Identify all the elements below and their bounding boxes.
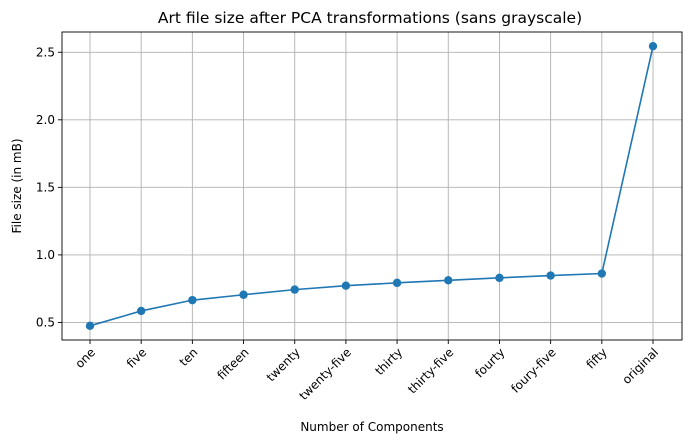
series-layer <box>85 41 658 331</box>
data-point <box>597 269 607 278</box>
data-point <box>239 290 248 299</box>
x-tick-label: fifty <box>584 345 610 371</box>
x-tick-label: five <box>124 345 149 370</box>
data-point <box>392 278 402 288</box>
y-tick-label: 0.5 <box>36 315 55 329</box>
data-point <box>341 281 351 290</box>
y-tick-label: 2.0 <box>36 113 55 127</box>
x-tick-label: thirty <box>372 345 405 378</box>
x-tick-label: fourty <box>472 345 507 380</box>
x-tick-label: ten <box>177 345 201 369</box>
x-tick-label: original <box>620 345 662 387</box>
data-point <box>495 273 504 283</box>
data-point <box>546 271 555 280</box>
series-line <box>89 46 654 327</box>
data-point <box>188 295 197 305</box>
data-point <box>85 321 95 331</box>
y-axis-label: File size (in mB) <box>10 138 24 233</box>
grid <box>62 32 682 340</box>
data-point <box>290 285 299 294</box>
y-tick-label: 1.5 <box>36 180 55 194</box>
x-tick-label: twenty <box>264 345 303 384</box>
data-point <box>648 41 658 51</box>
x-tick-label: fifteen <box>214 345 251 382</box>
x-tick-label: one <box>72 345 98 371</box>
x-axis-label: Number of Components <box>300 420 443 434</box>
chart-title: Art file size after PCA transformations … <box>158 9 582 27</box>
x-tick-label: twenty-five <box>296 345 354 403</box>
y-tick-label: 1.0 <box>36 248 55 262</box>
plot-frame <box>61 31 683 341</box>
x-tick-label: foury-five <box>508 345 558 395</box>
data-point <box>136 306 146 316</box>
y-tick-label: 2.5 <box>36 45 55 59</box>
x-tick-label: thirty-five <box>405 345 456 396</box>
data-point <box>444 276 453 285</box>
